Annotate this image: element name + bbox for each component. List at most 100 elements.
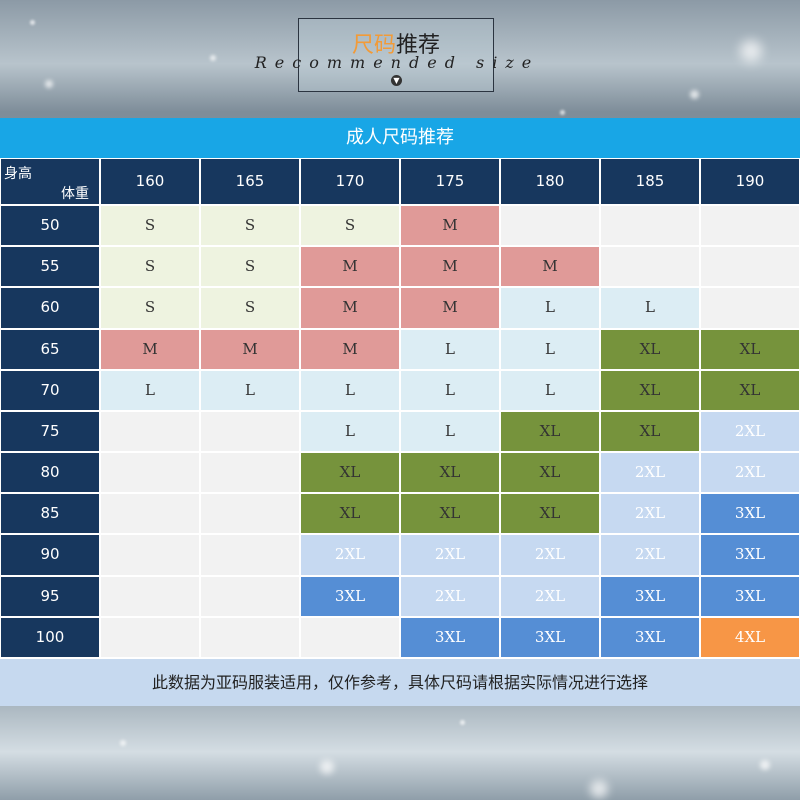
size-cell (700, 246, 800, 288)
size-cell: M (400, 246, 500, 288)
size-cell (600, 246, 700, 288)
weight-header: 50 (0, 205, 100, 247)
corner: 身高 体重 (0, 158, 100, 205)
header-subtitle: Recommended size (254, 53, 540, 72)
size-cell: 2XL (600, 452, 700, 494)
header-box: 尺码推荐 Recommended size ▼ (255, 18, 531, 92)
size-cell: 2XL (300, 534, 400, 576)
size-cell: S (200, 246, 300, 288)
snowflake (740, 40, 762, 62)
size-cell: 2XL (600, 534, 700, 576)
size-cell: L (300, 369, 400, 411)
size-cell: XL (700, 369, 800, 411)
size-cell: M (400, 205, 500, 247)
snowflake (460, 720, 465, 725)
size-cell: M (300, 287, 400, 329)
size-cell: S (200, 205, 300, 247)
height-header: 160 (100, 158, 200, 205)
height-header: 185 (600, 158, 700, 205)
size-cell: 4XL (700, 616, 800, 658)
size-cell: S (300, 205, 400, 247)
height-header: 165 (200, 158, 300, 205)
size-cell: L (600, 287, 700, 329)
snowflake (320, 760, 334, 774)
size-cell: S (100, 205, 200, 247)
table-title: 成人尺码推荐 (0, 118, 800, 158)
size-cell: 3XL (300, 575, 400, 617)
size-cell: 3XL (700, 534, 800, 576)
size-cell (200, 534, 300, 576)
size-cell: L (200, 369, 300, 411)
weight-header: 75 (0, 410, 100, 453)
size-cell: 3XL (500, 616, 600, 658)
weight-header: 70 (0, 369, 100, 411)
size-cell: 2XL (400, 534, 500, 576)
snowflake (120, 740, 126, 746)
weight-header: 60 (0, 287, 100, 329)
size-cell (100, 410, 200, 453)
snowflake (560, 110, 565, 115)
size-cell (700, 287, 800, 329)
snowflake (210, 55, 216, 61)
weight-header: 55 (0, 246, 100, 288)
snowflake (45, 80, 53, 88)
title-rest: 推荐 (396, 33, 441, 58)
size-cell (500, 205, 600, 247)
size-cell: XL (600, 369, 700, 411)
header-title: 尺码推荐 (299, 27, 493, 59)
size-cell (100, 616, 200, 658)
weight-header: 80 (0, 452, 100, 494)
size-cell: 2XL (700, 410, 800, 453)
down-icon: ▼ (391, 75, 402, 86)
size-cell: L (400, 328, 500, 370)
size-cell: L (400, 369, 500, 411)
height-header: 170 (300, 158, 400, 205)
size-cell: 2XL (500, 534, 600, 576)
snowflake (30, 20, 35, 25)
snowflake (690, 90, 699, 99)
size-cell (600, 205, 700, 247)
size-cell: XL (400, 493, 500, 535)
size-cell: M (300, 246, 400, 288)
size-cell: M (100, 328, 200, 370)
weight-header: 100 (0, 616, 100, 658)
size-cell: XL (300, 493, 400, 535)
size-cell: L (400, 410, 500, 453)
size-cell (100, 493, 200, 535)
size-cell: S (100, 246, 200, 288)
size-cell: L (500, 287, 600, 329)
size-cell: 2XL (600, 493, 700, 535)
size-cell: L (500, 328, 600, 370)
size-cell (100, 575, 200, 617)
size-cell: XL (300, 452, 400, 494)
snowflake (760, 760, 770, 770)
size-cell: XL (500, 410, 600, 453)
size-cell: S (100, 287, 200, 329)
size-cell: M (400, 287, 500, 329)
size-cell (700, 205, 800, 247)
size-cell (200, 616, 300, 658)
note: 此数据为亚码服装适用，仅作参考，具体尺码请根据实际情况进行选择 (0, 658, 800, 706)
size-cell: L (500, 369, 600, 411)
weight-header: 85 (0, 493, 100, 535)
size-cell: XL (600, 328, 700, 370)
size-cell: 3XL (700, 575, 800, 617)
size-cell: XL (500, 452, 600, 494)
size-cell (100, 452, 200, 494)
size-cell: XL (600, 410, 700, 453)
size-cell (300, 616, 400, 658)
weight-header: 95 (0, 575, 100, 617)
size-cell (200, 452, 300, 494)
size-cell: L (300, 410, 400, 453)
size-cell: 3XL (400, 616, 500, 658)
corner-height: 身高 (4, 166, 32, 182)
size-cell: 2XL (400, 575, 500, 617)
size-cell (100, 534, 200, 576)
size-cell (200, 493, 300, 535)
height-header: 190 (700, 158, 800, 205)
size-cell (200, 575, 300, 617)
weight-header: 90 (0, 534, 100, 576)
size-cell: M (200, 328, 300, 370)
size-cell: 2XL (700, 452, 800, 494)
